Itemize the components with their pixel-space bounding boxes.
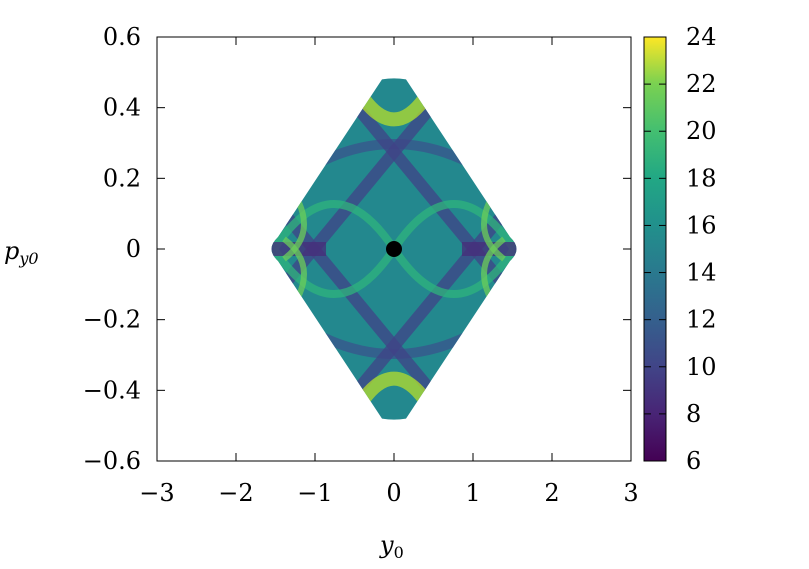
- y-tick-label: 0.2: [103, 164, 141, 192]
- y-tick-label: −0.4: [83, 376, 141, 404]
- origin-marker: [386, 241, 402, 257]
- colorbar-tick-label: 18: [686, 164, 717, 192]
- heatmap-band: [271, 246, 398, 298]
- colorbar-tick-label: 6: [686, 447, 701, 475]
- colorbar-tick-label: 22: [686, 70, 717, 98]
- x-tick-label: 2: [544, 479, 559, 507]
- colorbar: 6 8 10 12 14 16 18 20 22 24: [643, 23, 717, 475]
- heatmap-band: [390, 200, 517, 252]
- x-tick-label: −3: [139, 479, 174, 507]
- y-tick-label: 0: [126, 235, 141, 263]
- colorbar-tick-label: 12: [686, 306, 717, 334]
- x-axis: −3 −2 −1 0 1 2 3: [139, 37, 639, 507]
- y-tick-label: −0.2: [83, 306, 141, 334]
- heatmap-band: [271, 200, 398, 252]
- colorbar-tick-label: 8: [686, 400, 701, 428]
- y-tick-label: 0.4: [103, 94, 141, 122]
- heatmap-band: [390, 246, 517, 298]
- colorbar-tick-label: 10: [686, 353, 717, 381]
- colorbar-tick-label: 16: [686, 211, 717, 239]
- y-axis: −0.6 −0.4 −0.2 0 0.2 0.4 0.6: [83, 23, 631, 475]
- y-axis-label: py0: [4, 237, 39, 268]
- colorbar-tick-label: 24: [686, 23, 717, 51]
- x-axis-label: y0: [379, 531, 404, 562]
- x-tick-label: 3: [623, 479, 638, 507]
- heatmap-band: [358, 371, 430, 404]
- x-tick-label: −2: [218, 479, 253, 507]
- colorbar-gradient: [643, 36, 667, 462]
- x-tick-label: 1: [465, 479, 480, 507]
- x-tick-label: −1: [297, 479, 332, 507]
- x-tick-label: 0: [386, 479, 401, 507]
- heatmap-band: [358, 94, 430, 127]
- y-tick-label: −0.6: [83, 447, 141, 475]
- colorbar-tick-label: 20: [686, 117, 717, 145]
- colorbar-tick-label: 14: [686, 259, 717, 287]
- y-tick-label: 0.6: [103, 23, 141, 51]
